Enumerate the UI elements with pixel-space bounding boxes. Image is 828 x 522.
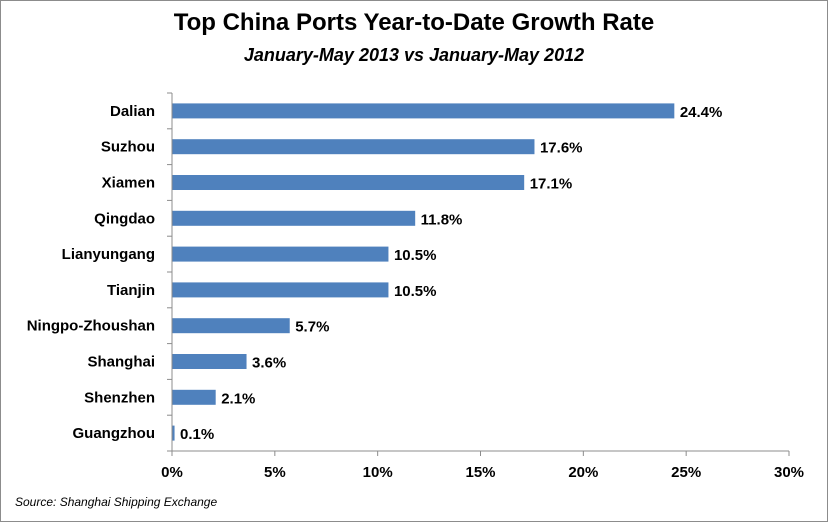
chart-title: Top China Ports Year-to-Date Growth Rate — [173, 9, 655, 36]
data-label: 17.6% — [540, 140, 583, 157]
category-label: Ningpo-Zhoushan — [27, 318, 155, 335]
bar — [172, 175, 525, 190]
category-label: Qingdao — [94, 210, 155, 227]
bar — [172, 425, 175, 441]
bar — [172, 282, 389, 298]
bar — [172, 139, 535, 155]
bar — [172, 210, 416, 226]
category-label: Shenzhen — [84, 389, 155, 406]
category-label: Suzhou — [101, 139, 155, 156]
bar — [172, 389, 216, 405]
x-tick-label: 25% — [671, 464, 701, 481]
x-tick-label: 0% — [161, 464, 183, 481]
x-tick-label: 30% — [774, 464, 804, 481]
category-label: Shanghai — [87, 354, 155, 371]
category-label: Tianjin — [107, 282, 155, 299]
data-label: 10.5% — [394, 283, 437, 300]
category-label: Guangzhou — [73, 425, 156, 442]
chart-subtitle: January-May 2013 vs January-May 2012 — [243, 45, 585, 65]
data-label: 2.1% — [221, 390, 255, 407]
data-label: 11.8% — [421, 211, 463, 228]
bar — [172, 103, 675, 119]
data-label: 0.1% — [180, 426, 214, 443]
bar — [172, 318, 290, 334]
data-label: 3.6% — [252, 355, 286, 372]
data-label: 10.5% — [394, 247, 437, 264]
category-label: Dalian — [110, 103, 155, 120]
bar — [172, 354, 247, 369]
x-tick-label: 15% — [465, 464, 495, 481]
bar — [172, 246, 389, 262]
source-note: Source: Shanghai Shipping Exchange — [15, 495, 218, 509]
x-tick-label: 20% — [568, 464, 598, 481]
category-label: Lianyungang — [62, 246, 155, 263]
category-label: Xiamen — [102, 175, 155, 192]
x-tick-label: 5% — [264, 464, 286, 481]
x-tick-label: 10% — [363, 464, 393, 481]
data-label: 24.4% — [680, 104, 723, 121]
data-label: 5.7% — [295, 319, 329, 336]
data-label: 17.1% — [530, 176, 573, 193]
